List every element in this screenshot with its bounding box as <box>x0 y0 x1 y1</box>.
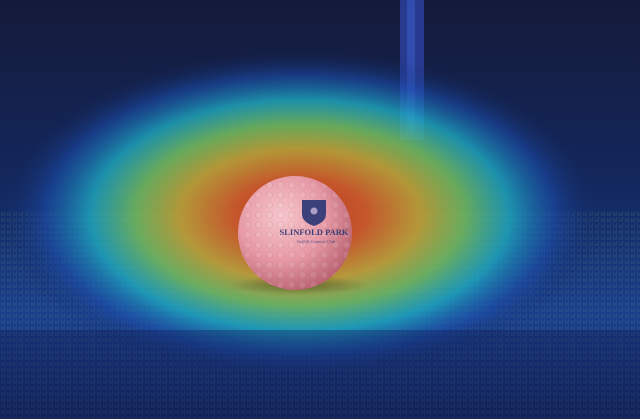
ball-brand-line2: Golf & Country Club <box>297 239 336 244</box>
golf-ball: SLINFOLD PARK Golf & Country Club <box>238 176 352 290</box>
crest-icon <box>302 200 326 226</box>
bottom-tint <box>0 330 640 419</box>
ball-brand-line1: SLINFOLD PARK <box>279 227 348 237</box>
